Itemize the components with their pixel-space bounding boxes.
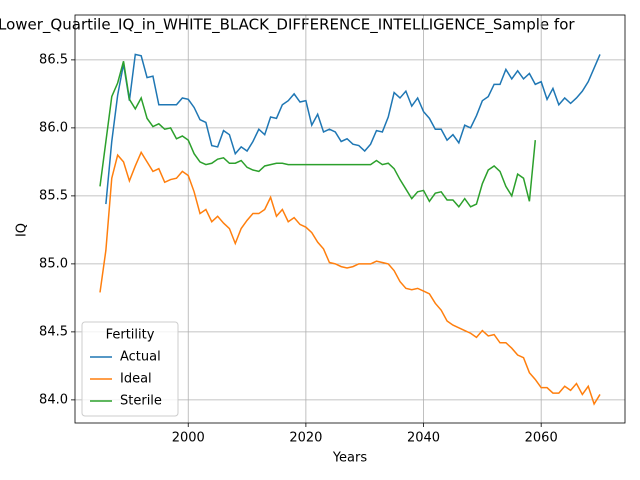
legend: Fertility Actual Ideal Sterile	[81, 321, 179, 417]
y-tick-label: 85.0	[39, 256, 68, 271]
x-tick-label: 2060	[525, 431, 558, 446]
y-tick-label: 84.0	[39, 392, 68, 407]
x-axis-label: Years	[332, 451, 368, 466]
y-tick-label: 84.5	[39, 324, 68, 339]
y-tick-label: 86.0	[39, 120, 68, 135]
x-tick-label: 2020	[289, 431, 322, 446]
series-line	[99, 150, 601, 406]
y-tick-label: 85.5	[39, 188, 68, 203]
plot-frame	[74, 14, 626, 424]
legend-label: Actual	[120, 350, 161, 365]
series-line	[105, 53, 601, 205]
legend-label: Ideal	[120, 372, 152, 387]
x-tick-label: 2000	[172, 431, 205, 446]
legend-title: Fertility	[106, 328, 155, 343]
y-axis-label: IQ	[15, 223, 30, 237]
chart-title: Lower_Quartile_IQ_in_WHITE_BLACK_DIFFERE…	[0, 16, 575, 35]
series-line	[99, 61, 537, 208]
y-tick-label: 86.5	[39, 52, 68, 67]
legend-box	[81, 321, 179, 417]
x-tick-label: 2040	[407, 431, 440, 446]
legend-label: Sterile	[120, 394, 162, 409]
